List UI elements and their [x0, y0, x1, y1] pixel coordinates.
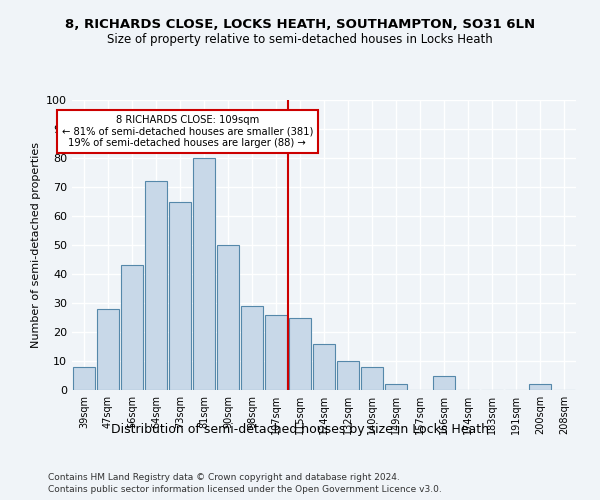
Bar — [337, 361, 359, 390]
Bar — [433, 376, 455, 390]
Bar — [169, 202, 191, 390]
Text: 8, RICHARDS CLOSE, LOCKS HEATH, SOUTHAMPTON, SO31 6LN: 8, RICHARDS CLOSE, LOCKS HEATH, SOUTHAMP… — [65, 18, 535, 30]
Text: Contains HM Land Registry data © Crown copyright and database right 2024.: Contains HM Land Registry data © Crown c… — [48, 472, 400, 482]
Bar — [313, 344, 335, 390]
Bar — [265, 314, 287, 390]
Text: Size of property relative to semi-detached houses in Locks Heath: Size of property relative to semi-detach… — [107, 32, 493, 46]
Bar — [121, 266, 143, 390]
Bar — [361, 367, 383, 390]
Bar — [385, 384, 407, 390]
Bar — [241, 306, 263, 390]
Bar — [529, 384, 551, 390]
Bar — [289, 318, 311, 390]
Bar — [145, 181, 167, 390]
Y-axis label: Number of semi-detached properties: Number of semi-detached properties — [31, 142, 41, 348]
Bar — [217, 245, 239, 390]
Bar — [73, 367, 95, 390]
Text: Contains public sector information licensed under the Open Government Licence v3: Contains public sector information licen… — [48, 485, 442, 494]
Text: 8 RICHARDS CLOSE: 109sqm
← 81% of semi-detached houses are smaller (381)
19% of : 8 RICHARDS CLOSE: 109sqm ← 81% of semi-d… — [62, 114, 313, 148]
Bar — [97, 309, 119, 390]
Bar — [193, 158, 215, 390]
Text: Distribution of semi-detached houses by size in Locks Heath: Distribution of semi-detached houses by … — [111, 422, 489, 436]
